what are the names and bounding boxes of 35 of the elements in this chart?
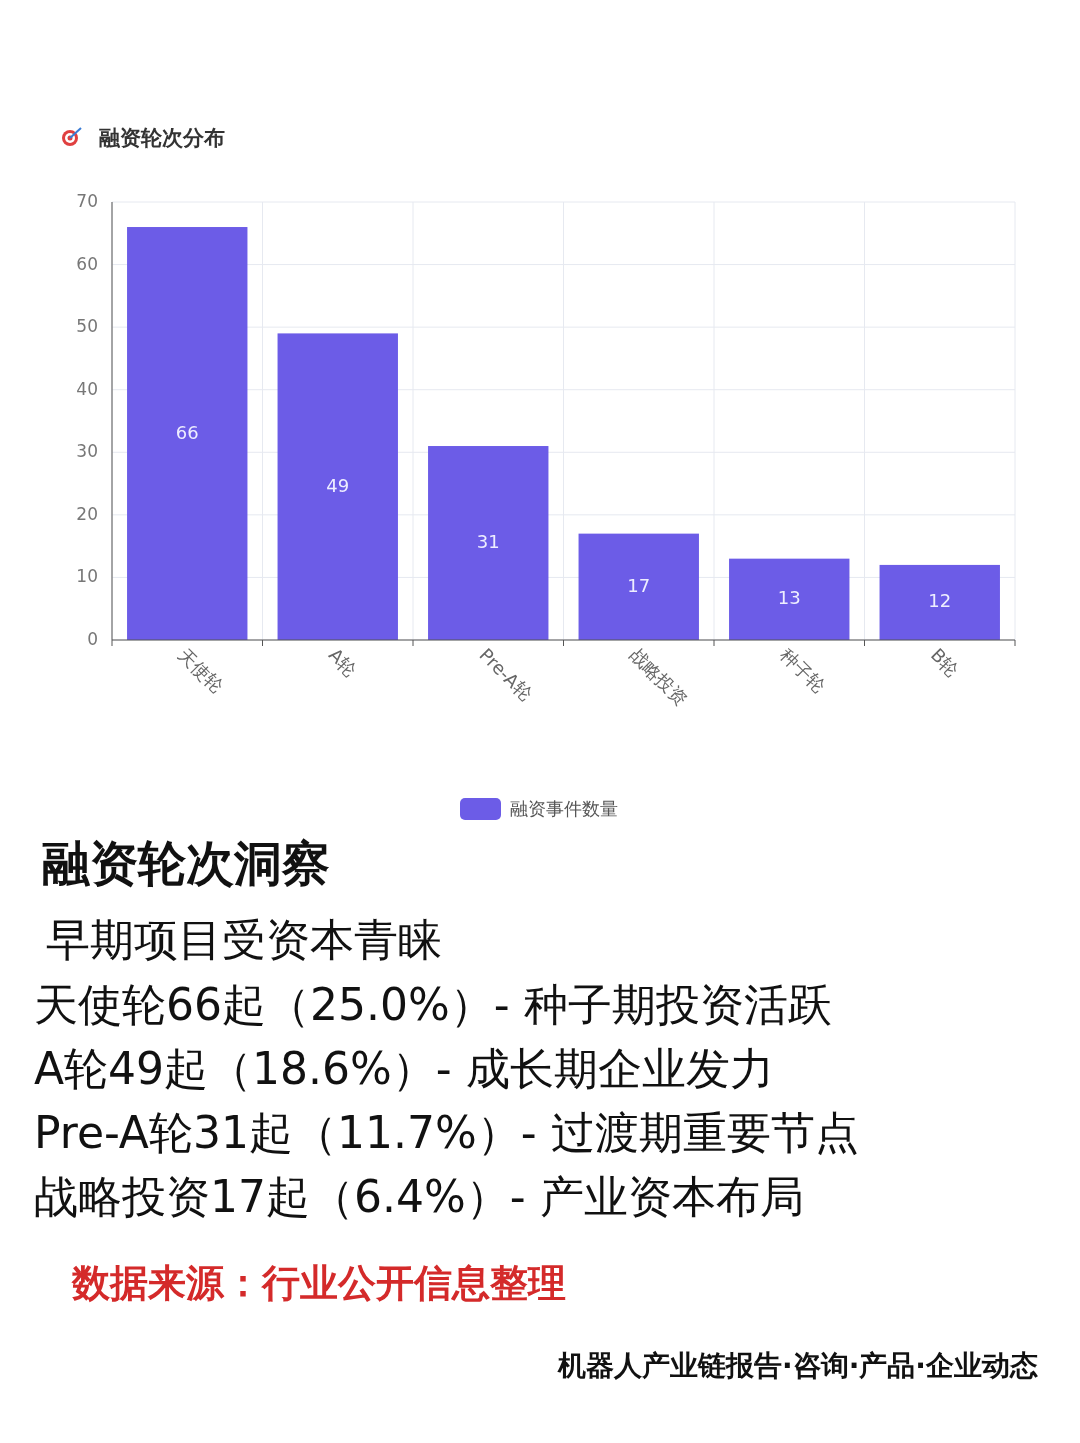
- bar: [879, 564, 1000, 640]
- y-tick-label: 40: [76, 378, 98, 399]
- legend-label: 融资事件数量: [510, 798, 618, 819]
- bar: [127, 227, 248, 640]
- y-tick-label: 70: [76, 191, 98, 211]
- y-tick-label: 20: [76, 503, 98, 524]
- y-tick-label: 10: [76, 566, 98, 587]
- bar: [578, 533, 699, 640]
- data-label: 31: [476, 531, 500, 553]
- x-tick-label: 种子轮: [776, 643, 830, 698]
- data-label: 13: [777, 587, 801, 609]
- y-tick-label: 50: [76, 316, 98, 337]
- bar: [277, 333, 398, 640]
- source-note: 数据来源：行业公开信息整理: [71, 1261, 566, 1305]
- text: A轮49起（18.6%）- 成长期企业发力: [34, 1043, 774, 1094]
- y-tick-label: 30: [76, 441, 98, 462]
- text: 机器人产业链报告·咨询·产品·企业动态: [557, 1349, 1038, 1382]
- y-tick-label: 0: [87, 629, 98, 649]
- x-tick-label: 战略投资: [625, 643, 692, 710]
- x-tick-label: B轮: [926, 643, 964, 681]
- y-tick-label: 60: [76, 253, 98, 274]
- bar: [729, 558, 850, 640]
- text: 天使轮66起（25.0%）- 种子期投资活跃: [34, 979, 832, 1030]
- x-tick-label: A轮: [324, 643, 362, 681]
- text: Pre-A轮31起（11.7%）- 过渡期重要节点: [34, 1107, 859, 1158]
- chart-title: 融资轮次分布: [99, 126, 225, 150]
- data-label: 17: [627, 574, 651, 596]
- bar: [428, 446, 549, 640]
- data-label: 66: [175, 421, 199, 443]
- x-tick-label: 天使轮: [174, 643, 228, 698]
- text: 融资轮次洞察: [42, 835, 330, 891]
- text: 早期项目受资本青睐: [46, 914, 442, 965]
- data-label: 12: [928, 590, 952, 612]
- data-label: 49: [326, 474, 350, 496]
- text: 战略投资17起（6.4%）- 产业资本布局: [34, 1171, 804, 1222]
